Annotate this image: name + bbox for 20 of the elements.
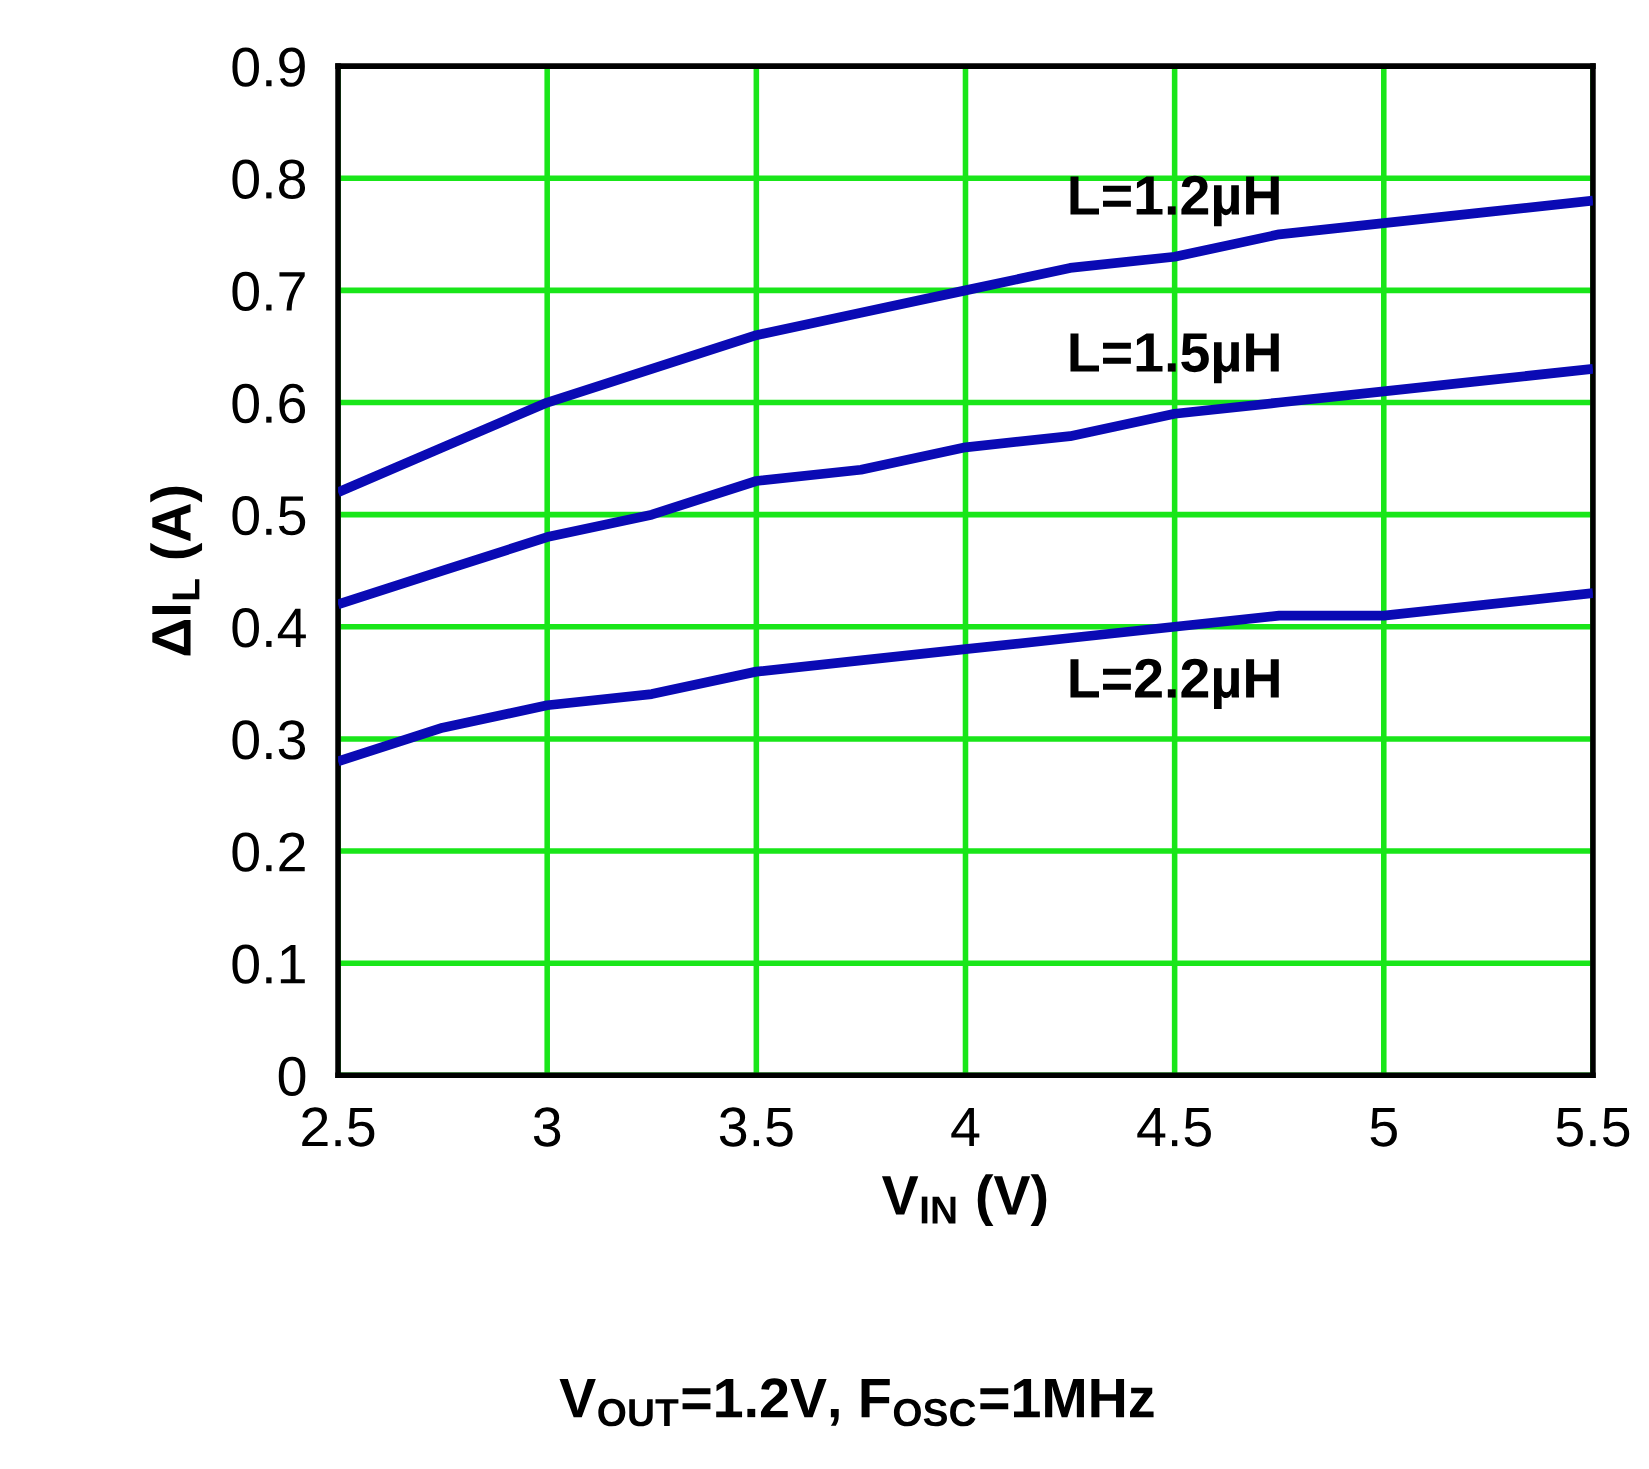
- y-tick-label: 0.8: [232, 159, 306, 199]
- x-tick-label: 4: [951, 1107, 980, 1147]
- text: V$_{OUT}$=1.2V, F$_{OSC}$=1MHz: [559, 1378, 1154, 1427]
- y-tick-label: 0.7: [232, 271, 305, 312]
- y-tick-label: 0: [278, 1056, 306, 1096]
- y-tick-label: 0.1: [232, 944, 305, 984]
- x-tick-label: 5: [1370, 1107, 1397, 1147]
- x-tick-label: 4.5: [1137, 1107, 1211, 1147]
- x-tick-label: 5.5: [1556, 1107, 1630, 1147]
- y-tick-label: 0.3: [232, 720, 306, 760]
- y-tick-label: 0.9: [232, 47, 305, 87]
- y-tick-label: 0.4: [232, 608, 306, 648]
- y-axis-title: ΔI$_{L}$ (A): [150, 486, 203, 656]
- y-tick-label: 0.6: [232, 383, 306, 424]
- x-tick-label: 3.5: [719, 1107, 793, 1147]
- x-tick-label: 2.5: [302, 1107, 375, 1147]
- y-tick-label: 0.5: [232, 495, 306, 536]
- y-tick-label: 0.2: [232, 832, 305, 872]
- x-tick-label: 3: [533, 1107, 561, 1147]
- x-axis-title: V$_{IN}$ (V): [881, 1174, 1047, 1227]
